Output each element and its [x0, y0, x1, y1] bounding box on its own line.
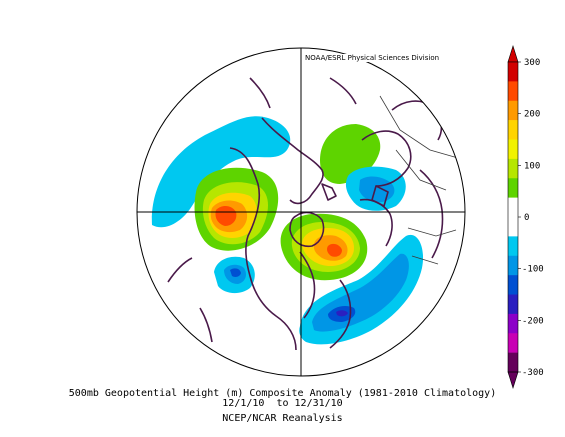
- colorbar-swatch: [508, 62, 518, 82]
- colorbar-label: 0: [524, 213, 529, 223]
- caption-dates: 12/1/10 to 12/31/10: [222, 398, 343, 409]
- colorbar-swatch: [508, 178, 518, 198]
- anomaly-field: [151, 77, 459, 351]
- colorbar-label: 300: [524, 58, 540, 68]
- colorbar-swatch: [508, 255, 518, 276]
- colorbar-swatch: [508, 236, 518, 257]
- colorbar-swatch: [508, 275, 518, 295]
- colorbar: 300 200 100 0 -100 -200 -300: [507, 44, 544, 390]
- colorbar-swatch: [508, 139, 518, 160]
- colorbar-bottom-arrow: [507, 371, 519, 390]
- colorbar-label: -100: [522, 265, 544, 275]
- negative-anomaly-atlantic-core: [336, 310, 348, 317]
- positive-anomaly-west-core: [215, 206, 237, 226]
- colorbar-swatch: [508, 294, 518, 315]
- coastlines: [167, 77, 444, 351]
- colorbar-top-arrow: [507, 44, 519, 63]
- map-credit: NOAA/ESRL Physical Sciences Division: [303, 54, 442, 62]
- colorbar-label: -300: [522, 368, 544, 378]
- colorbar-swatch: [508, 81, 518, 102]
- caption-source: NCEP/NCAR Reanalysis: [222, 413, 343, 424]
- colorbar-label: 200: [524, 110, 540, 120]
- colorbar-swatch: [508, 333, 518, 353]
- colorbar-swatch: [508, 100, 518, 121]
- colorbar-swatch: [508, 313, 518, 334]
- negative-anomaly-east-pacific-3: [230, 268, 241, 277]
- colorbar-label: 100: [524, 161, 540, 171]
- land-borders: [379, 95, 459, 265]
- colorbar-swatch: [508, 158, 518, 179]
- colorbar-swatch: [508, 217, 518, 237]
- positive-anomaly-greenland-core: [327, 243, 342, 257]
- negative-anomaly-eurasia-2: [359, 176, 395, 203]
- colorbar-swatch: [508, 352, 518, 373]
- globe-outline: [136, 47, 466, 377]
- colorbar-swatch: [508, 120, 518, 140]
- colorbar-swatch: [508, 197, 518, 218]
- colorbar-label: -200: [522, 316, 544, 326]
- negative-anomaly-pacific: [151, 116, 291, 228]
- caption-title: 500mb Geopotential Height (m) Composite …: [68, 388, 497, 399]
